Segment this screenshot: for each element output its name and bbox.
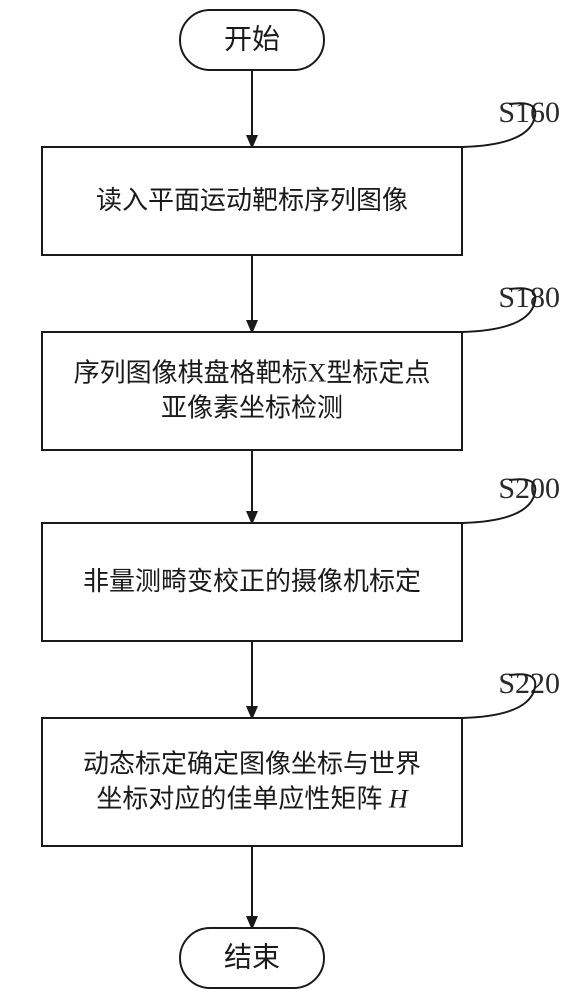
end-terminator-label: 结束 [224, 941, 280, 973]
process-box-text: 动态标定确定图像坐标与世界 [83, 749, 421, 778]
process-box-text: 非量测畸变校正的摄像机标定 [83, 567, 421, 596]
step-label-s180: S180 [498, 281, 560, 314]
process-box-text: 序列图像棋盘格靶标X型标定点 [74, 358, 431, 387]
process-box-text: 读入平面运动靶标序列图像 [96, 186, 408, 215]
step-label-s220: S220 [498, 667, 560, 700]
step-label-s200: S200 [498, 472, 560, 505]
start-terminator-label: 开始 [224, 23, 280, 55]
process-box-text: 坐标对应的佳单应性矩阵 H [96, 785, 409, 814]
process-box-text: 亚像素坐标检测 [161, 394, 343, 423]
process-box-s180 [42, 332, 462, 450]
process-box-s220 [42, 718, 462, 846]
step-label-s160: S160 [498, 96, 560, 129]
